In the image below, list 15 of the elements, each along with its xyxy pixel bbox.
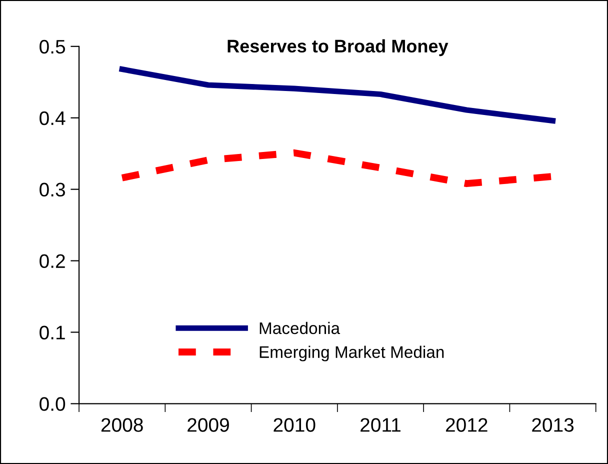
legend-label: Emerging Market Median <box>260 346 444 362</box>
y-tick-label: 0.1 <box>40 326 65 340</box>
legend-label: Macedonia <box>260 322 340 334</box>
y-tick-label: 0.5 <box>40 40 66 54</box>
x-tick-label: 2013 <box>532 418 574 432</box>
x-tick-label: 2011 <box>360 418 400 432</box>
y-tick-label: 0.3 <box>40 182 65 197</box>
y-tick-label: 0.0 <box>40 397 66 411</box>
y-tick-label: 0.4 <box>40 111 66 126</box>
x-tick-label: 2012 <box>446 418 488 432</box>
chart-title: Reserves to Broad Money <box>228 39 448 56</box>
x-tick-label: 2008 <box>101 418 143 432</box>
y-tick-label: 0.2 <box>40 254 65 268</box>
x-tick-label: 2010 <box>274 418 316 432</box>
x-tick-label: 2009 <box>188 418 229 432</box>
